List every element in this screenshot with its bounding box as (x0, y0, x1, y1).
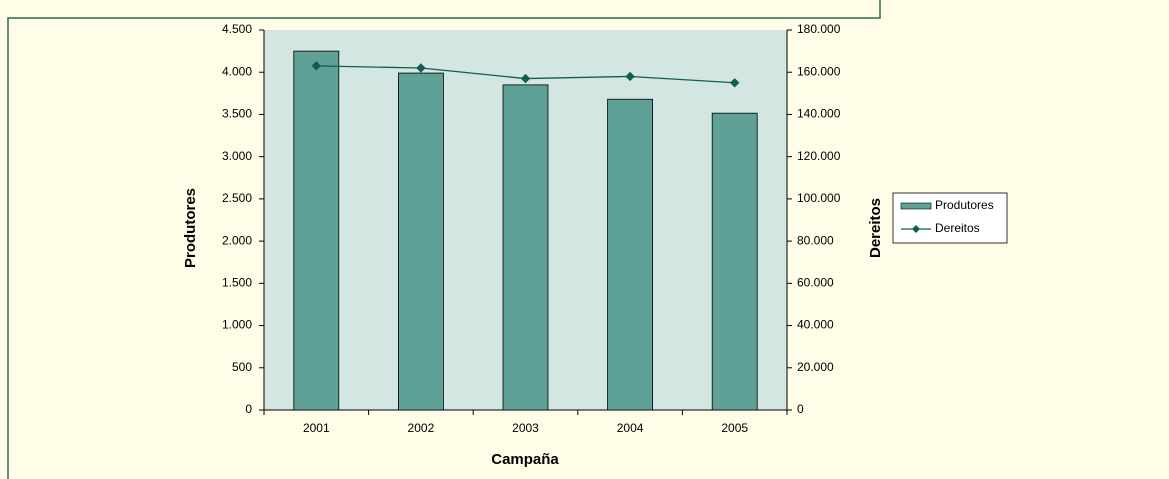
y2-tick-label: 100.000 (797, 191, 841, 205)
y-tick-label: 4.500 (222, 22, 252, 36)
y2-tick-label: 140.000 (797, 107, 841, 121)
x-tick-label: 2005 (721, 421, 748, 435)
line-marker (729, 78, 740, 88)
line-marker (416, 63, 426, 73)
legend-label: Produtores (935, 198, 994, 212)
bar (397, 72, 444, 411)
line-marker (625, 71, 635, 82)
y-tick-label: 1.000 (222, 318, 252, 332)
x-tick-label: 2001 (303, 421, 330, 435)
y-tick-label: 1.500 (222, 276, 252, 290)
line-marker (520, 73, 531, 84)
bar (293, 50, 340, 411)
y2-tick-label: 120.000 (797, 149, 841, 163)
y-axis-title: Produtores (182, 188, 199, 268)
y2-tick-label: 160.000 (797, 64, 841, 78)
y-tick-label: 500 (232, 360, 252, 374)
x-tick-label: 2003 (512, 421, 539, 435)
frame (7, 0, 881, 479)
y2-tick-label: 60.000 (797, 276, 834, 290)
line-marker (311, 61, 322, 71)
y2-tick-label: 0 (797, 402, 804, 416)
x-axis-title: Campaña (491, 451, 559, 468)
legend-marker (912, 225, 920, 233)
y-tick-label: 2.000 (222, 233, 252, 247)
y2-axis-title: Dereitos (867, 198, 884, 258)
x-tick-label: 2004 (617, 421, 644, 435)
x-tick-label: 2002 (408, 421, 435, 435)
y-tick-label: 0 (245, 402, 252, 416)
legend-label: Dereitos (935, 221, 980, 235)
y-tick-label: 3.000 (222, 149, 252, 163)
bar (502, 84, 549, 411)
bar (711, 112, 758, 411)
bar (607, 98, 653, 411)
y-tick-label: 2.500 (222, 191, 252, 205)
y-tick-label: 4.000 (222, 64, 252, 78)
y2-tick-label: 40.000 (797, 318, 834, 332)
y2-tick-label: 180.000 (797, 22, 841, 36)
legend-box (892, 192, 1008, 244)
y2-tick-label: 20.000 (797, 360, 834, 374)
y2-tick-label: 80.000 (797, 233, 834, 247)
legend-swatch (900, 202, 932, 210)
y-tick-label: 3.500 (222, 107, 252, 121)
